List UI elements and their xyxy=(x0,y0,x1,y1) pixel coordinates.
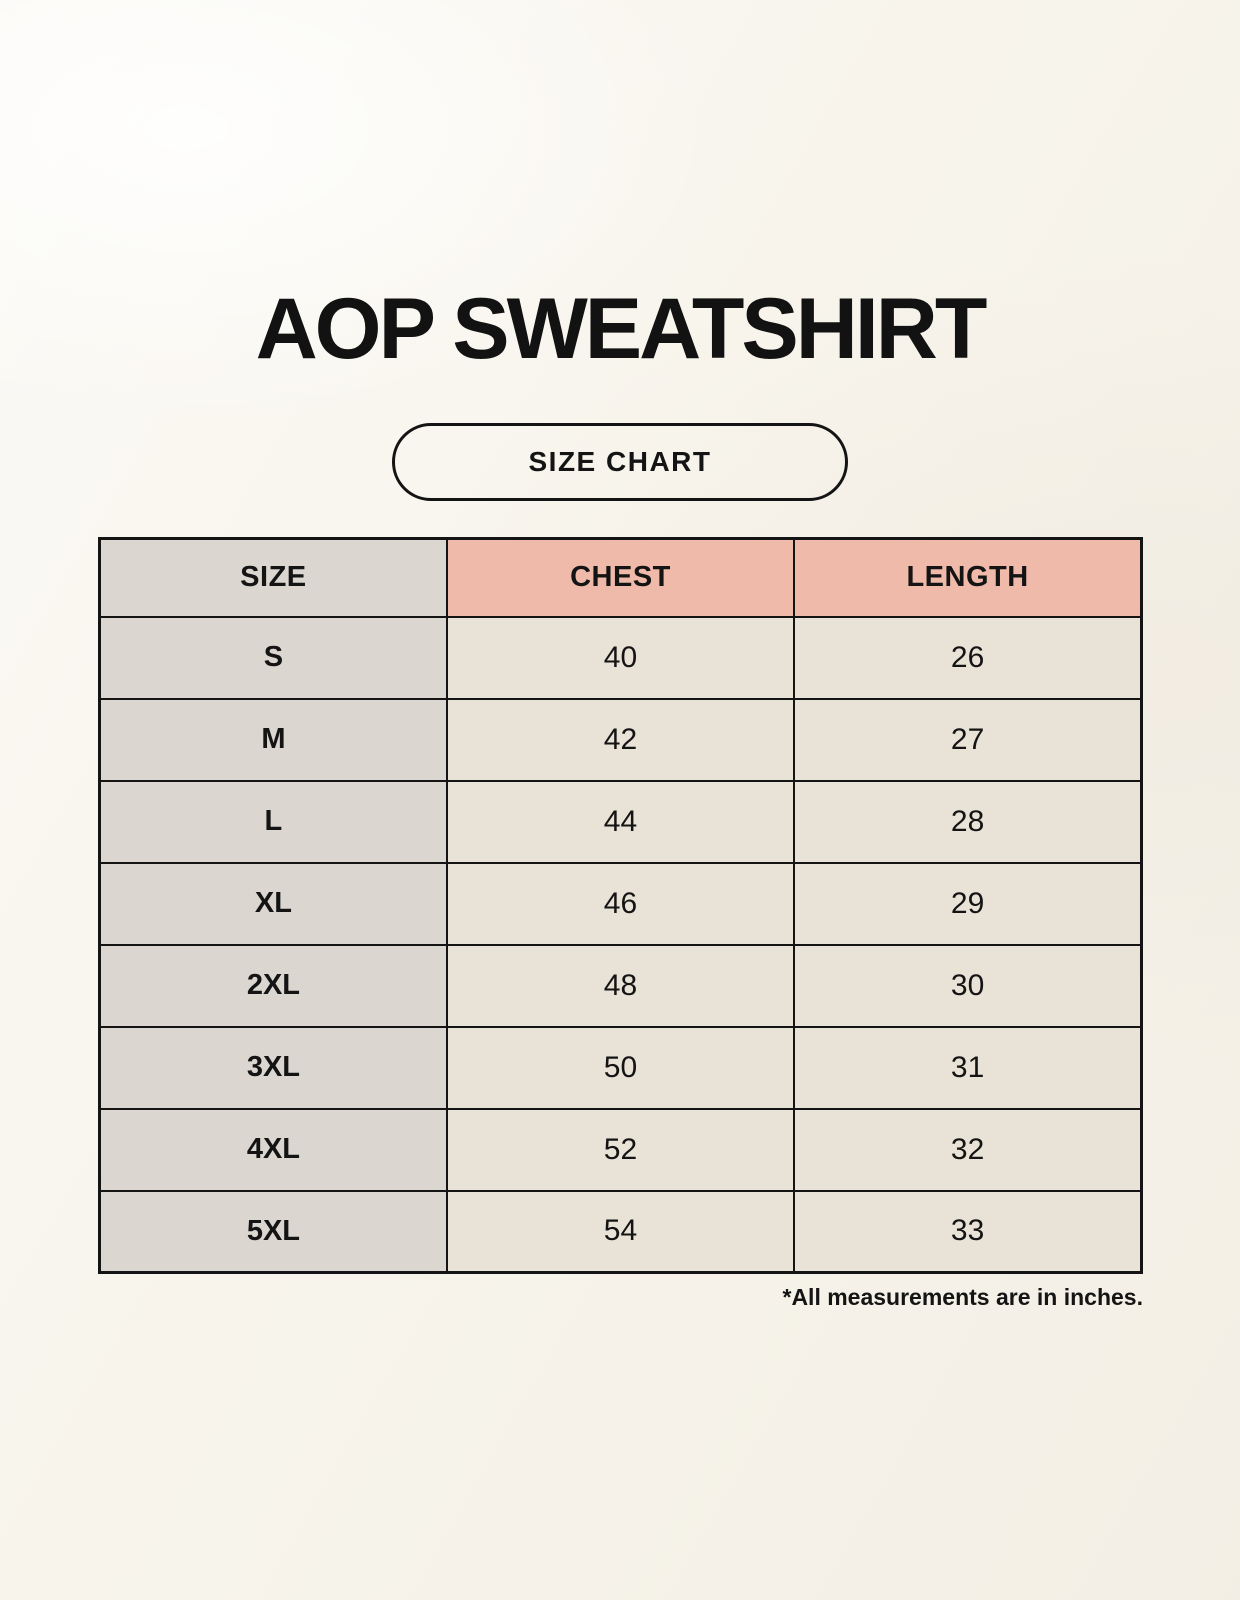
length-cell: 26 xyxy=(793,615,1143,700)
size-chart-table: SIZE CHEST LENGTH S 40 26 M 42 27 L 44 2… xyxy=(98,537,1143,1274)
length-cell: 32 xyxy=(793,1107,1143,1192)
table-header-row: SIZE CHEST LENGTH xyxy=(98,537,1143,618)
page-title: AOP SWEATSHIRT xyxy=(255,281,988,377)
length-cell: 31 xyxy=(793,1025,1143,1110)
size-cell: 2XL xyxy=(98,943,448,1028)
size-cell: 5XL xyxy=(98,1189,448,1274)
chest-cell: 52 xyxy=(445,1107,796,1192)
length-cell: 27 xyxy=(793,697,1143,782)
table-row: 4XL 52 32 xyxy=(98,1107,1143,1192)
table-row: L 44 28 xyxy=(98,779,1143,864)
chest-cell: 46 xyxy=(445,861,796,946)
column-header-size: SIZE xyxy=(98,537,448,618)
chest-cell: 50 xyxy=(445,1025,796,1110)
size-cell: 3XL xyxy=(98,1025,448,1110)
chest-cell: 54 xyxy=(445,1189,796,1274)
table-row: 3XL 50 31 xyxy=(98,1025,1143,1110)
length-cell: 33 xyxy=(793,1189,1143,1274)
column-header-length: LENGTH xyxy=(793,537,1143,618)
table-row: 5XL 54 33 xyxy=(98,1189,1143,1274)
chest-cell: 48 xyxy=(445,943,796,1028)
length-cell: 30 xyxy=(793,943,1143,1028)
size-cell: L xyxy=(98,779,448,864)
size-chart-badge-label: SIZE CHART xyxy=(528,446,712,477)
chest-cell: 44 xyxy=(445,779,796,864)
chest-cell: 40 xyxy=(445,615,796,700)
table-row: M 42 27 xyxy=(98,697,1143,782)
size-chart-badge: SIZE CHART xyxy=(392,423,848,501)
measurements-footnote: *All measurements are in inches. xyxy=(782,1284,1144,1310)
table-row: 2XL 48 30 xyxy=(98,943,1143,1028)
size-cell: S xyxy=(98,615,448,700)
table-row: XL 46 29 xyxy=(98,861,1143,946)
length-cell: 28 xyxy=(793,779,1143,864)
column-header-chest: CHEST xyxy=(445,537,796,618)
size-cell: M xyxy=(98,697,448,782)
size-cell: XL xyxy=(98,861,448,946)
table-row: S 40 26 xyxy=(98,615,1143,700)
chest-cell: 42 xyxy=(445,697,796,782)
length-cell: 29 xyxy=(793,861,1143,946)
size-cell: 4XL xyxy=(98,1107,448,1192)
